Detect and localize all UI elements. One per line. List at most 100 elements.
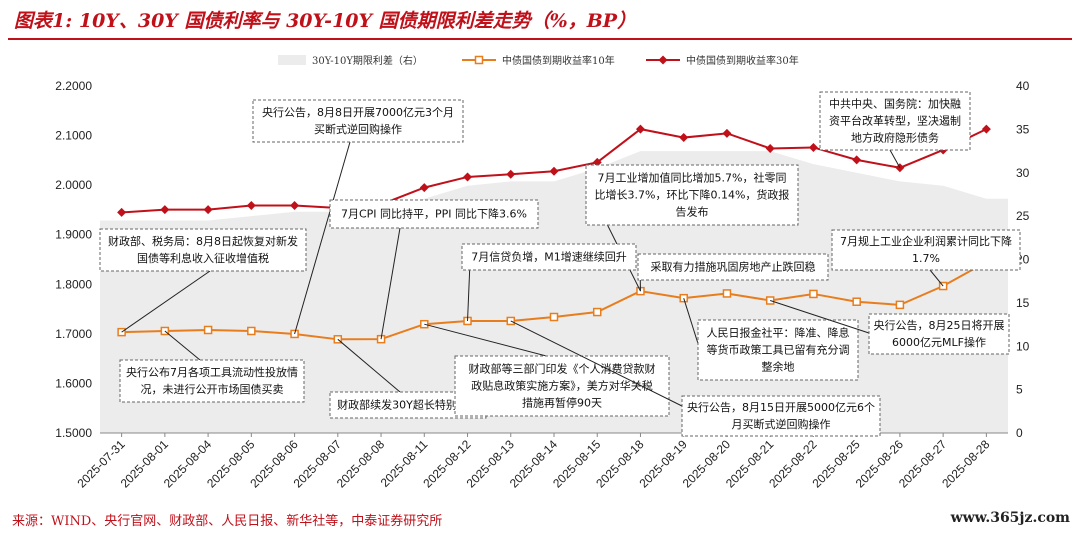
yield-30y-point <box>592 157 602 167</box>
annotation-text: 等货币政策工具已留有充分调 <box>707 343 850 357</box>
y-right-tick-label: 0 <box>1016 426 1023 440</box>
annotation-box <box>637 253 829 281</box>
annotation-box <box>461 243 637 271</box>
yield-30y-point <box>981 124 991 134</box>
y-right-tick-label: 30 <box>1016 166 1030 180</box>
annotation-leader-line <box>337 338 401 393</box>
annotation-text: 月买断式逆回购操作 <box>732 417 831 431</box>
annotation-text: 政贴息政策实施方案》，美方对华关税 <box>471 379 653 393</box>
annotation-text: 央行公布7月各项工具流动性投放情 <box>126 365 298 379</box>
annotation-text: 7月工业增加值同比增加5.7%，社零同 <box>598 171 787 185</box>
legend-marker-30y <box>658 55 668 65</box>
y-right-tick-label: 35 <box>1016 122 1030 136</box>
source-note: 来源：WIND、央行官网、财政部、人民日报、新华社等，中泰证券研究所 <box>12 514 443 529</box>
y-left-tick-label: 1.8000 <box>55 277 92 291</box>
annotation-text: 财政部等三部门印发《个人消费贷款财 <box>469 362 656 376</box>
y-left-tick-label: 2.2000 <box>55 79 92 93</box>
yield-30y-point <box>117 207 127 217</box>
yield-30y-point <box>549 166 559 176</box>
annotation-leader-line <box>121 270 211 333</box>
annotation-text: 整余地 <box>762 360 795 374</box>
y-left-tick-label: 1.5000 <box>55 426 92 440</box>
annotation-text: 况，未进行公开市场国债买卖 <box>141 382 284 396</box>
y-right-tick-label: 40 <box>1016 79 1030 93</box>
annotation-text: 中共中央、国务院：加快融 <box>829 97 961 111</box>
annotation-text: 国债等利息收入征收增值税 <box>137 251 269 265</box>
yield-10y-point <box>895 300 905 310</box>
yield-30y-point <box>290 200 300 210</box>
annotation-leader-line <box>510 320 691 411</box>
annotation-leader-line <box>380 227 401 340</box>
annotation-text: 央行公告，8月15日开展5000亿元6个 <box>687 401 875 414</box>
yield-10y-point <box>203 325 213 335</box>
yield-30y-point <box>246 200 256 210</box>
annotation-leader-line <box>929 269 944 287</box>
y-right-tick-label: 10 <box>1016 339 1030 353</box>
annotation-leader-line <box>467 261 471 321</box>
annotation-text: 7月信贷负增，M1增速继续回升 <box>471 250 627 264</box>
yield-10y-point <box>549 312 559 322</box>
legend-label-10y: 中债国债到期收益率10年 <box>502 54 615 67</box>
yield-30y-point <box>679 133 689 143</box>
annotation-box <box>329 199 539 229</box>
yield-30y-point <box>808 142 818 152</box>
annotation-text: 告发布 <box>676 205 709 219</box>
annotation-text: 比增长3.7%，环比下降0.14%，货政报 <box>595 188 790 202</box>
annotation-text: 1.7% <box>912 252 940 265</box>
annotation-leader-line <box>770 300 876 336</box>
chart-title: 图表1: 10Y、30Y 国债利率与 30Y-10Y 国债期限利差走势（%，BP… <box>14 10 637 32</box>
annotation-box <box>868 313 1010 355</box>
yield-30y-point <box>463 172 473 182</box>
annotation-text: 买断式逆回购操作 <box>314 122 402 136</box>
y-left-tick-label: 1.9000 <box>55 228 92 242</box>
annotation-text: 地方政府隐形债务 <box>851 131 939 145</box>
annotation-leader-line <box>294 141 351 335</box>
annotation-text: 6000亿元MLF操作 <box>892 335 986 349</box>
title-divider <box>8 38 1072 40</box>
annotation-text: 央行公告，8月25日将开展 <box>874 319 1005 332</box>
y-right-tick-label: 25 <box>1016 209 1030 223</box>
y-left-tick-label: 2.0000 <box>55 178 92 192</box>
annotation-text: 央行公告，8月8日开展7000亿元3个月 <box>262 106 454 119</box>
yield-30y-point <box>635 124 645 134</box>
x-tick-label: 2025-08-28 <box>939 437 993 491</box>
annotation-text: 人民日报金社平：降准、降息 <box>707 326 850 340</box>
annotation-box <box>681 395 881 437</box>
annotation-text: 采取有力措施巩固房地产止跌回稳 <box>651 260 816 274</box>
y-left-tick-label: 1.7000 <box>55 327 92 341</box>
annotation-leader-line <box>164 330 201 361</box>
annotation-text: 措施再暂停90天 <box>522 396 602 410</box>
y-left-tick-label: 2.1000 <box>55 129 92 143</box>
annotation-box <box>585 164 799 226</box>
annotation-box <box>697 319 859 381</box>
yield-30y-point <box>765 143 775 153</box>
y-right-tick-label: 5 <box>1016 383 1023 397</box>
annotation-text: 财政部续发30Y超长特别国债 <box>337 398 479 412</box>
y-right-tick-label: 15 <box>1016 296 1030 310</box>
annotation-box <box>819 91 971 151</box>
annotation-text: 财政部、税务局：8月8日起恢复对新发 <box>108 234 298 248</box>
legend-label-spread: 30Y-10Y期限利差（右） <box>312 54 423 67</box>
annotation-box <box>119 359 305 403</box>
annotation-text: 资平台改革转型，坚决遏制 <box>829 114 961 128</box>
yield-30y-point <box>852 155 862 165</box>
legend-marker-10y <box>474 55 484 65</box>
legend-swatch-spread <box>278 55 306 65</box>
annotation-box <box>99 228 307 272</box>
yield-10y-point <box>722 289 732 298</box>
yield-30y-point <box>506 169 516 179</box>
yield-30y-point <box>203 205 213 215</box>
annotation-box <box>252 99 464 143</box>
yield-10y-point <box>592 307 602 317</box>
annotation-leader-line <box>683 298 701 351</box>
annotation-text: 7月CPI 同比持平，PPI 同比下降3.6% <box>341 207 527 221</box>
yield-30y-point <box>419 183 429 193</box>
yield-30y-point <box>160 205 170 215</box>
watermark: www.365jz.com <box>950 510 1070 526</box>
yield-10y-point <box>852 297 861 306</box>
yield-10y-point <box>809 289 818 299</box>
annotation-box <box>454 355 670 417</box>
legend-label-30y: 中债国债到期收益率30年 <box>686 54 799 67</box>
yield-30y-point <box>722 128 732 138</box>
